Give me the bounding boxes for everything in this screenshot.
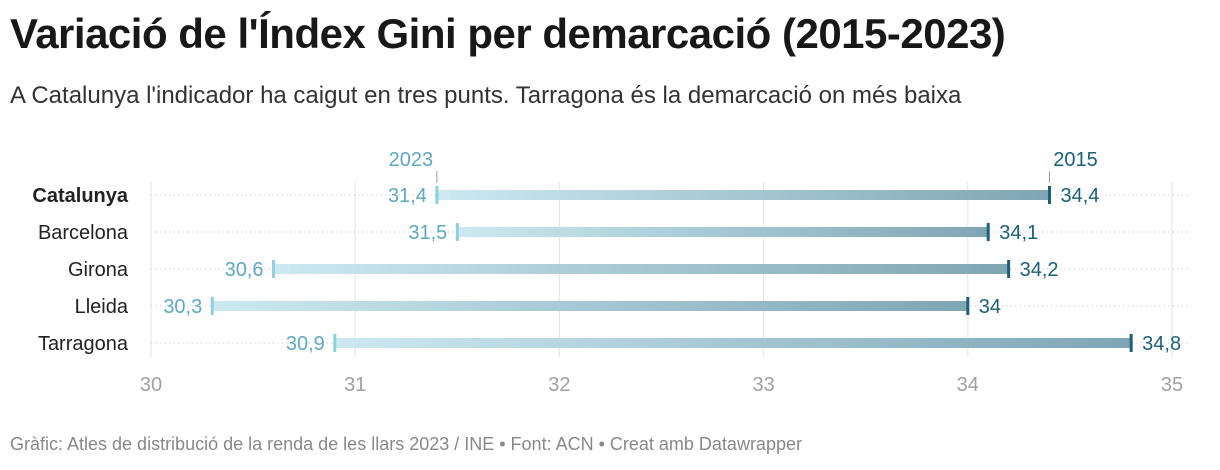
- marker-2015: [986, 223, 990, 241]
- value-label-2015: 34,2: [1020, 259, 1059, 281]
- value-label-2023: 31,5: [408, 222, 447, 244]
- range-bar: [273, 264, 1009, 274]
- marker-2023: [333, 334, 337, 352]
- x-tick-label: 35: [1161, 374, 1183, 396]
- marker-2015: [966, 297, 970, 315]
- range-bar: [436, 190, 1050, 200]
- category-label: Catalunya: [32, 185, 128, 207]
- marker-2023: [210, 297, 214, 315]
- chart-footer: Gràfic: Atles de distribució de la renda…: [10, 434, 802, 454]
- category-label: Lleida: [75, 296, 129, 318]
- value-label-2023: 30,9: [286, 333, 325, 355]
- legend-label-2023: 2023: [389, 149, 434, 171]
- value-label-2023: 30,6: [225, 259, 264, 281]
- marker-2015: [1129, 334, 1133, 352]
- range-bar: [457, 227, 989, 237]
- x-tick-label: 31: [344, 374, 366, 396]
- category-label: Barcelona: [38, 222, 129, 244]
- marker-2023: [435, 186, 439, 204]
- category-label: Girona: [68, 259, 129, 281]
- category-label: Tarragona: [38, 333, 129, 355]
- x-tick-label: 33: [752, 374, 774, 396]
- x-tick-label: 34: [957, 374, 979, 396]
- range-chart: 30 31 32 33 34 35 Catalunya 31,4 34,4 Barcelona 31…: [32, 149, 1190, 396]
- x-tick-label: 32: [548, 374, 570, 396]
- marker-2015: [1007, 260, 1011, 278]
- chart-subtitle: A Catalunya l'indicador ha caigut en tre…: [10, 82, 962, 109]
- marker-2023: [455, 223, 459, 241]
- legend-label-2015: 2015: [1053, 149, 1098, 171]
- value-label-2023: 30,3: [163, 296, 202, 318]
- value-label-2015: 34,1: [999, 222, 1038, 244]
- range-bar: [212, 301, 968, 311]
- chart-title: Variació de l'Índex Gini per demarcació …: [10, 10, 1006, 57]
- value-label-2015: 34,8: [1142, 333, 1181, 355]
- value-label-2015: 34,4: [1060, 185, 1099, 207]
- range-bar: [334, 338, 1132, 348]
- marker-2015: [1047, 186, 1051, 204]
- x-tick-label: 30: [140, 374, 162, 396]
- value-label-2015: 34: [979, 296, 1001, 318]
- marker-2023: [272, 260, 276, 278]
- value-label-2023: 31,4: [388, 185, 427, 207]
